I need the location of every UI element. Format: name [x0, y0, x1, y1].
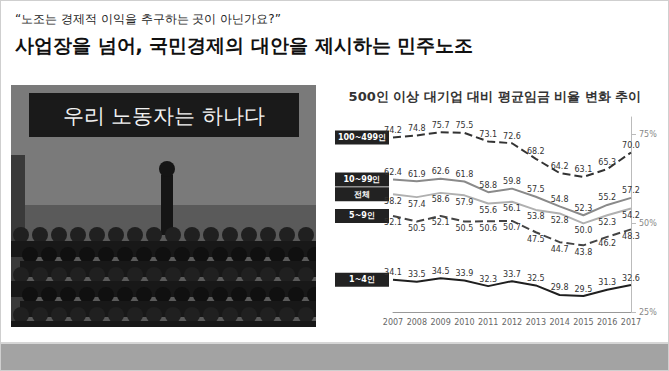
svg-text:우리 노동자는 하나다: 우리 노동자는 하나다 — [63, 104, 265, 128]
svg-text:1~4인: 1~4인 — [349, 275, 375, 284]
svg-text:57.5: 57.5 — [527, 185, 545, 194]
svg-text:62.4: 62.4 — [384, 168, 402, 177]
svg-text:52.1: 52.1 — [432, 218, 450, 227]
svg-text:500인 이상 대기업 대비 평균임금 비율 변화 추이: 500인 이상 대기업 대비 평균임금 비율 변화 추이 — [349, 89, 642, 104]
svg-text:2013: 2013 — [526, 318, 546, 327]
svg-text:72.6: 72.6 — [503, 132, 521, 141]
svg-text:2014: 2014 — [549, 318, 569, 327]
svg-text:2008: 2008 — [407, 318, 427, 327]
svg-text:29.8: 29.8 — [551, 283, 569, 292]
svg-text:68.2: 68.2 — [527, 147, 545, 156]
svg-text:65.3: 65.3 — [598, 158, 616, 167]
svg-text:58.6: 58.6 — [432, 195, 450, 204]
svg-text:55.2: 55.2 — [598, 193, 616, 202]
svg-text:50.0: 50.0 — [574, 226, 592, 235]
svg-text:55.6: 55.6 — [479, 206, 497, 215]
svg-text:74.2: 74.2 — [384, 126, 402, 135]
svg-text:57.2: 57.2 — [622, 186, 640, 195]
svg-text:57.4: 57.4 — [408, 200, 426, 209]
svg-text:48.3: 48.3 — [622, 232, 640, 241]
svg-text:58.8: 58.8 — [479, 181, 497, 190]
svg-text:50%: 50% — [639, 219, 657, 228]
svg-text:58.2: 58.2 — [384, 197, 402, 206]
svg-text:56.1: 56.1 — [503, 204, 521, 213]
svg-text:34.1: 34.1 — [384, 268, 402, 277]
svg-text:50.5: 50.5 — [408, 224, 426, 233]
svg-text:32.5: 32.5 — [527, 274, 545, 283]
svg-text:53.8: 53.8 — [527, 212, 545, 221]
svg-text:2012: 2012 — [502, 318, 522, 327]
svg-text:33.7: 33.7 — [503, 270, 521, 279]
svg-text:50.7: 50.7 — [503, 223, 521, 232]
svg-text:54.2: 54.2 — [622, 211, 640, 220]
svg-text:2009: 2009 — [430, 318, 450, 327]
html-text:사업장을 넘어, 국민경제의 대안을 제시하는 민주노조: 사업장을 넘어, 국민경제의 대안을 제시하는 민주노조 — [15, 34, 474, 56]
svg-text:100~499인: 100~499인 — [338, 133, 386, 142]
svg-text:52.1: 52.1 — [384, 218, 402, 227]
svg-text:44.7: 44.7 — [551, 245, 569, 254]
svg-text:47.5: 47.5 — [527, 235, 545, 244]
svg-text:10~99인: 10~99인 — [344, 175, 381, 184]
svg-text:50.5: 50.5 — [455, 224, 473, 233]
svg-text:25%: 25% — [639, 308, 657, 317]
svg-text:74.8: 74.8 — [408, 124, 426, 133]
svg-text:62.6: 62.6 — [432, 167, 450, 176]
svg-text:2015: 2015 — [573, 318, 593, 327]
svg-text:33.9: 33.9 — [455, 269, 473, 278]
svg-text:32.3: 32.3 — [479, 275, 497, 284]
svg-text:75.7: 75.7 — [432, 121, 450, 130]
svg-text:2011: 2011 — [478, 318, 498, 327]
svg-text:전체: 전체 — [354, 190, 370, 199]
svg-text:43.8: 43.8 — [574, 248, 592, 257]
svg-text:52.8: 52.8 — [551, 216, 569, 225]
svg-text:2016: 2016 — [597, 318, 617, 327]
svg-text:61.9: 61.9 — [408, 170, 426, 179]
svg-text:61.8: 61.8 — [455, 170, 473, 179]
svg-text:52.3: 52.3 — [574, 204, 592, 213]
svg-text:46.2: 46.2 — [598, 239, 616, 248]
svg-text:70.0: 70.0 — [622, 141, 640, 150]
svg-text:54.8: 54.8 — [551, 195, 569, 204]
svg-text:33.5: 33.5 — [408, 270, 426, 279]
svg-text:59.8: 59.8 — [503, 177, 521, 186]
svg-text:32.6: 32.6 — [622, 274, 640, 283]
svg-text:63.1: 63.1 — [574, 165, 592, 174]
svg-text:5~9인: 5~9인 — [349, 211, 375, 220]
svg-text:75%: 75% — [639, 130, 657, 139]
html-text:“노조는 경제적 이익을 추구하는 곳이 아닌가요?”: “노조는 경제적 이익을 추구하는 곳이 아닌가요?” — [15, 12, 281, 26]
svg-text:2010: 2010 — [454, 318, 474, 327]
svg-text:34.5: 34.5 — [432, 267, 450, 276]
svg-text:52.3: 52.3 — [598, 218, 616, 227]
svg-text:50.6: 50.6 — [479, 224, 497, 233]
svg-text:57.9: 57.9 — [455, 198, 473, 207]
svg-text:2017: 2017 — [621, 318, 641, 327]
svg-text:73.1: 73.1 — [479, 130, 497, 139]
svg-text:2007: 2007 — [383, 318, 403, 327]
svg-text:31.3: 31.3 — [598, 278, 616, 287]
svg-text:64.2: 64.2 — [551, 162, 569, 171]
svg-text:29.5: 29.5 — [574, 285, 592, 294]
svg-text:75.5: 75.5 — [455, 121, 473, 130]
